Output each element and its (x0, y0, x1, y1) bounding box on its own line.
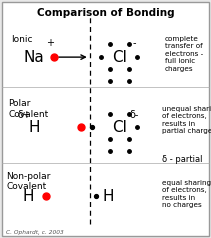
Text: Ionic: Ionic (12, 35, 33, 44)
Text: δ-: δ- (129, 110, 139, 120)
Text: -: - (132, 38, 136, 48)
Text: δ - partial: δ - partial (162, 155, 203, 164)
Text: complete
transfer of
electrons -
full ionic
charges: complete transfer of electrons - full io… (165, 35, 203, 72)
Text: C. Ophardt, c. 2003: C. Ophardt, c. 2003 (6, 229, 64, 235)
Text: Covalent: Covalent (8, 110, 49, 119)
Text: Polar: Polar (8, 99, 31, 108)
Text: H: H (28, 120, 39, 135)
Text: Comparison of Bonding: Comparison of Bonding (37, 8, 174, 18)
Text: Cl: Cl (112, 50, 127, 65)
FancyBboxPatch shape (2, 2, 209, 236)
Text: Non-polar: Non-polar (6, 172, 51, 181)
Text: δ+: δ+ (17, 110, 31, 120)
Text: +: + (46, 38, 54, 48)
Text: equal sharing
of electrons,
results in
no charges: equal sharing of electrons, results in n… (162, 180, 211, 208)
Text: Covalent: Covalent (6, 182, 47, 191)
Text: unequal sharing
of electrons,
results in
partial charges: unequal sharing of electrons, results in… (162, 106, 211, 134)
Text: Na: Na (23, 50, 44, 65)
Text: H: H (103, 189, 114, 204)
Text: H: H (23, 189, 34, 204)
Text: Cl: Cl (112, 120, 127, 135)
